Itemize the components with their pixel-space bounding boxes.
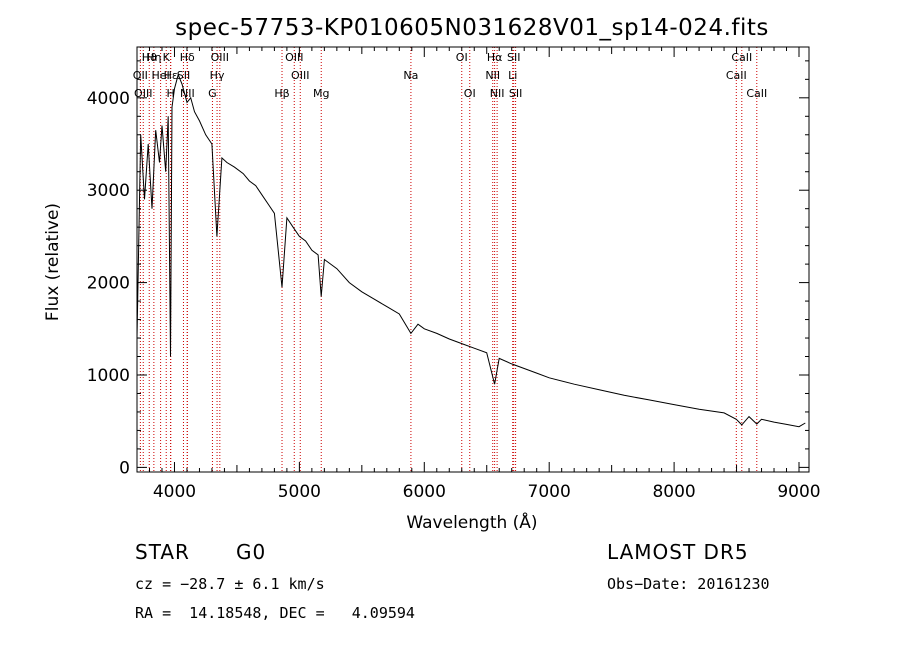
y-tick-label: 4000	[87, 89, 130, 109]
x-axis-ticks: 4000 5000 6000 7000 8000 9000	[136, 47, 821, 502]
line-marker-label: Hη	[146, 51, 161, 64]
object-class: STAR	[135, 540, 190, 564]
x-tick-label: 7000	[528, 482, 571, 502]
sky-coordinates: RA = 14.18548, DEC = 4.09594	[135, 604, 415, 622]
line-marker-label: K	[163, 51, 171, 64]
y-tick-label: 0	[119, 458, 130, 478]
line-marker-label: OIII	[285, 51, 303, 64]
line-marker-label: OIII	[134, 87, 152, 100]
x-tick-label: 6000	[403, 482, 446, 502]
line-marker-label: CaII	[726, 69, 747, 82]
line-marker-label: NII	[180, 87, 195, 100]
line-marker-label: OIII	[211, 51, 229, 64]
line-marker-label: NII	[490, 87, 505, 100]
x-tick-label: 4000	[153, 482, 196, 502]
line-marker-label: G	[208, 87, 217, 100]
object-subclass: G0	[236, 540, 267, 564]
line-marker-label: OII	[133, 69, 148, 82]
line-marker-label: Hε	[164, 69, 178, 82]
y-tick-label: 2000	[87, 274, 130, 294]
x-tick-label: 8000	[652, 482, 695, 502]
line-marker-label: CaII	[731, 51, 752, 64]
redshift-velocity: cz = −28.7 ± 6.1 km/s	[135, 575, 325, 593]
y-tick-label: 1000	[87, 366, 130, 386]
line-marker-label: SII	[507, 51, 520, 64]
line-marker-label: OI	[464, 87, 476, 100]
line-marker-label: SII	[509, 87, 522, 100]
spectral-line-markers	[139, 47, 758, 472]
x-tick-label: 9000	[777, 482, 820, 502]
line-marker-label: Mg	[313, 87, 329, 100]
x-axis-label: Wavelength (Å)	[406, 511, 537, 533]
line-marker-label: CaII	[746, 87, 767, 100]
line-marker-label: Hβ	[274, 87, 289, 100]
line-marker-label: OIII	[291, 69, 309, 82]
plot-frame	[136, 46, 810, 473]
line-marker-label: H	[166, 87, 174, 100]
line-marker-label: NII	[485, 69, 500, 82]
x-tick-label: 5000	[278, 482, 321, 502]
y-tick-label: 3000	[87, 181, 130, 201]
line-marker-label: Hϑ	[142, 51, 157, 64]
y-axis-label: Flux (relative)	[43, 203, 63, 321]
y-axis-ticks: 0 1000 2000 3000 4000	[87, 60, 809, 478]
line-marker-label: Hδ	[180, 51, 195, 64]
line-marker-label: HeI	[151, 69, 169, 82]
line-marker-label: Na	[403, 69, 418, 82]
line-marker-label: OI	[456, 51, 468, 64]
line-marker-label: Hα	[487, 51, 503, 64]
chart-title: spec-57753-KP010605N031628V01_sp14-024.f…	[175, 15, 769, 41]
observation-date: Obs−Date: 20161230	[607, 575, 770, 593]
survey-name: LAMOST DR5	[607, 540, 749, 564]
spectrum-line	[136, 73, 806, 428]
line-marker-label: Hγ	[210, 69, 225, 82]
line-marker-label: Li	[508, 69, 517, 82]
